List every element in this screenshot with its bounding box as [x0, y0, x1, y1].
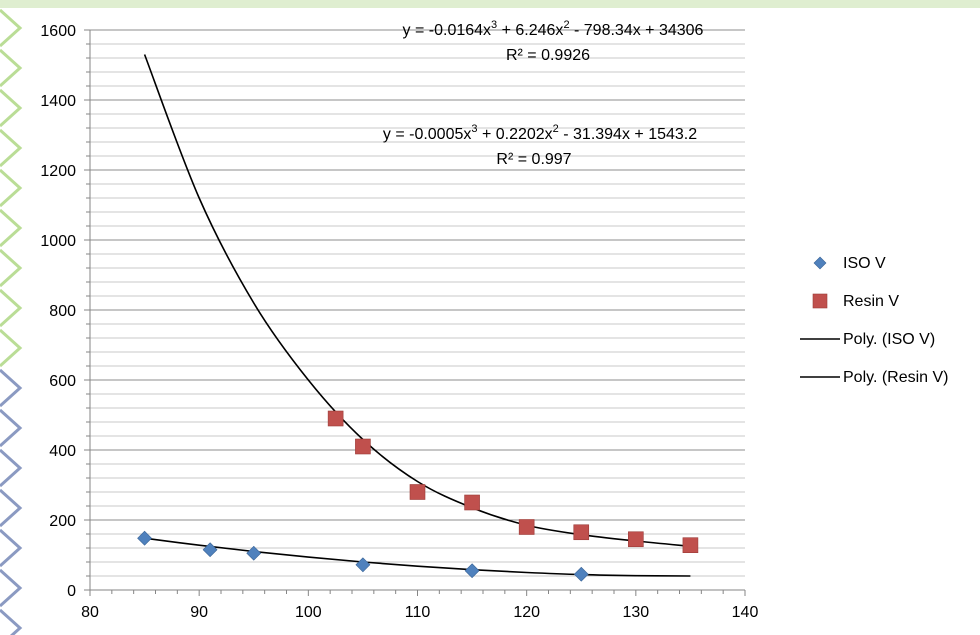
backdrop-stroke [0, 208, 23, 248]
backdrop-stroke [0, 128, 23, 168]
backdrop-stroke [0, 608, 23, 635]
trendline-r2: R² = 0.997 [496, 151, 571, 168]
legend-label: ISO V [843, 255, 886, 272]
y-tick-label: 1000 [40, 233, 76, 250]
data-point [355, 557, 371, 573]
x-axis-ticks [89, 590, 746, 596]
backdrop-stroke [0, 448, 23, 488]
legend-marker-iso-v [813, 256, 827, 270]
x-tick-label: 90 [190, 604, 208, 621]
y-tick-label: 400 [49, 443, 76, 460]
backdrop-stroke [0, 528, 23, 568]
equation-exponent: 3 [491, 19, 497, 31]
y-tick-label: 1400 [40, 93, 76, 110]
data-point [137, 530, 153, 546]
x-tick-label: 100 [295, 604, 322, 621]
backdrop-stroke [0, 168, 23, 208]
backdrop-stroke [0, 48, 23, 88]
trendline-equation: y = -0.0005x3 + 0.2202x2 - 31.394x + 154… [383, 123, 697, 143]
series-iso-v [137, 530, 589, 582]
data-point [573, 524, 590, 541]
data-point [682, 537, 699, 554]
equation-part: + 0.2202x [478, 126, 553, 143]
legend-label: Poly. (ISO V) [843, 331, 935, 348]
backdrop-stroke [0, 248, 23, 288]
equation-exponent: 2 [563, 19, 569, 31]
backdrop-stroke [0, 368, 23, 408]
equation-part: - 798.34x + 34306 [570, 22, 704, 39]
x-tick-label: 140 [732, 604, 759, 621]
trendline-iso-v [144, 537, 691, 577]
legend-marker-resin-v [812, 293, 828, 309]
y-axis-ticks [84, 29, 90, 591]
x-tick-label: 120 [513, 604, 540, 621]
data-point [202, 542, 218, 558]
x-tick-label: 130 [622, 604, 649, 621]
data-point [464, 494, 480, 511]
backdrop-stroke [0, 8, 23, 48]
data-point [464, 563, 480, 579]
equation-part: y = -0.0005x [383, 126, 472, 143]
y-tick-label: 1600 [40, 23, 76, 40]
trendline-equation: y = -0.0164x3 + 6.246x2 - 798.34x + 3430… [403, 19, 704, 39]
trendline-r2: R² = 0.9926 [506, 47, 590, 64]
equation-exponent: 3 [471, 123, 477, 135]
equation-part: y = -0.0164x [403, 22, 492, 39]
equation-part: - 31.394x + 1543.2 [559, 126, 697, 143]
y-tick-label: 200 [49, 513, 76, 530]
legend-label: Resin V [843, 293, 899, 310]
gridlines [90, 29, 745, 591]
data-point [246, 545, 262, 561]
y-tick-label: 1200 [40, 163, 76, 180]
y-tick-label: 0 [67, 583, 76, 600]
legend: ISO V Resin V Poly. (ISO V) Poly. (Resin V) [800, 255, 949, 386]
series-resin-v [327, 410, 699, 554]
backdrop-stroke [0, 88, 23, 128]
legend-label: Poly. (Resin V) [843, 369, 949, 386]
data-point [573, 566, 589, 582]
y-tick-label: 800 [49, 303, 76, 320]
backdrop-top-band [0, 0, 980, 8]
data-point [518, 519, 535, 535]
data-point [355, 438, 371, 455]
x-tick-label: 110 [405, 604, 431, 621]
data-point [409, 484, 426, 500]
data-point [628, 531, 644, 548]
equation-part: + 6.246x [497, 22, 563, 39]
equation-exponent: 2 [553, 123, 559, 135]
x-tick-label: 80 [81, 604, 99, 621]
y-tick-label: 600 [49, 373, 76, 390]
backdrop-stroke [0, 328, 23, 368]
data-point [327, 410, 344, 427]
backdrop-stroke [0, 488, 23, 528]
backdrop-stroke [0, 288, 23, 328]
backdrop-stroke [0, 408, 23, 448]
backdrop-stroke [0, 568, 23, 608]
